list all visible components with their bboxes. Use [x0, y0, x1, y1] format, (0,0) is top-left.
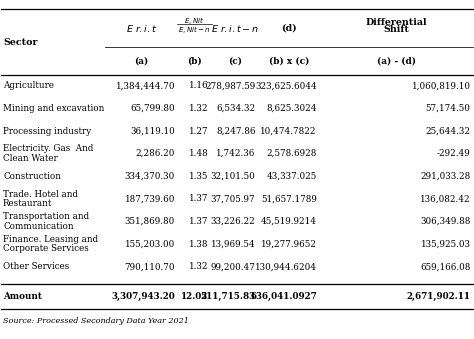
Text: Differential: Differential: [366, 18, 428, 27]
Text: Amount: Amount: [3, 292, 42, 301]
Text: 12.02: 12.02: [181, 292, 208, 301]
Text: $E\ r.i.t$: $E\ r.i.t$: [126, 23, 157, 34]
Text: 511,715.83: 511,715.83: [201, 292, 255, 301]
Text: 45,519.9214: 45,519.9214: [261, 217, 317, 226]
Text: 187,739.60: 187,739.60: [125, 194, 175, 203]
Text: 1.37: 1.37: [189, 217, 208, 226]
Text: 1.16: 1.16: [189, 81, 208, 90]
Text: 1.32: 1.32: [189, 262, 208, 271]
Text: (a): (a): [134, 57, 148, 66]
Text: 1.27: 1.27: [189, 126, 208, 136]
Text: 25,644.32: 25,644.32: [426, 126, 471, 136]
Text: 10,474.7822: 10,474.7822: [260, 126, 317, 136]
Text: 659,166.08: 659,166.08: [420, 262, 471, 271]
Text: Construction: Construction: [3, 172, 61, 181]
Text: 19,277.9652: 19,277.9652: [261, 240, 317, 248]
Text: Finance. Leasing and: Finance. Leasing and: [3, 235, 98, 244]
Text: 1.35: 1.35: [189, 172, 208, 181]
Text: 2,286.20: 2,286.20: [136, 149, 175, 158]
Text: 33,226.22: 33,226.22: [210, 217, 255, 226]
Text: Source: Processed Secondary Data Year 2021: Source: Processed Secondary Data Year 20…: [3, 317, 189, 325]
Text: 43,337.025: 43,337.025: [266, 172, 317, 181]
Text: 155,203.00: 155,203.00: [125, 240, 175, 248]
Text: (c): (c): [228, 57, 242, 66]
Text: 790,110.70: 790,110.70: [125, 262, 175, 271]
Text: 8,625.3024: 8,625.3024: [266, 104, 317, 113]
Text: 6,534.32: 6,534.32: [216, 104, 255, 113]
Text: Mining and excavation: Mining and excavation: [3, 104, 104, 113]
Text: 1.37: 1.37: [189, 194, 208, 203]
Text: Agriculture: Agriculture: [3, 81, 54, 90]
Text: 3,307,943.20: 3,307,943.20: [111, 292, 175, 301]
Text: Corporate Services: Corporate Services: [3, 244, 89, 253]
Text: Sector: Sector: [3, 38, 37, 46]
Text: 291,033.28: 291,033.28: [420, 172, 471, 181]
Text: Clean Water: Clean Water: [3, 154, 58, 163]
Text: 636,041.0927: 636,041.0927: [250, 292, 317, 301]
Text: (d): (d): [281, 24, 297, 33]
Text: 2,578.6928: 2,578.6928: [266, 149, 317, 158]
Text: 323,625.6044: 323,625.6044: [255, 81, 317, 90]
Text: 51,657.1789: 51,657.1789: [261, 194, 317, 203]
Text: 1.38: 1.38: [189, 240, 208, 248]
Text: 1,742.36: 1,742.36: [216, 149, 255, 158]
Text: Other Services: Other Services: [3, 262, 69, 271]
Text: 32,101.50: 32,101.50: [210, 172, 255, 181]
Text: 2,671,902.11: 2,671,902.11: [407, 292, 471, 301]
Text: Restaurant: Restaurant: [3, 199, 53, 208]
Text: Shift: Shift: [383, 25, 410, 34]
Text: 1.32: 1.32: [189, 104, 208, 113]
Text: 334,370.30: 334,370.30: [125, 172, 175, 181]
Text: 351,869.80: 351,869.80: [125, 217, 175, 226]
Text: Transportation and: Transportation and: [3, 212, 89, 221]
Text: Trade. Hotel and: Trade. Hotel and: [3, 190, 78, 199]
Text: $E,Nit$: $E,Nit$: [184, 15, 205, 26]
Text: (a) - (d): (a) - (d): [377, 57, 416, 66]
Text: 36,119.10: 36,119.10: [130, 126, 175, 136]
Text: 1,384,444.70: 1,384,444.70: [116, 81, 175, 90]
Text: 99,200.47: 99,200.47: [210, 262, 255, 271]
Text: Communication: Communication: [3, 222, 73, 231]
Text: 136,082.42: 136,082.42: [420, 194, 471, 203]
Text: $E\ r.i.t-n$: $E\ r.i.t-n$: [210, 23, 259, 34]
Text: 65,799.80: 65,799.80: [130, 104, 175, 113]
Text: Processing industry: Processing industry: [3, 126, 91, 136]
Text: 130,944.6204: 130,944.6204: [255, 262, 317, 271]
Text: (b) x (c): (b) x (c): [269, 57, 309, 66]
Text: Electricity. Gas  And: Electricity. Gas And: [3, 144, 93, 154]
Text: 57,174.50: 57,174.50: [426, 104, 471, 113]
Text: 37,705.97: 37,705.97: [211, 194, 255, 203]
Text: 278,987.59: 278,987.59: [205, 81, 255, 90]
Text: 1.48: 1.48: [189, 149, 208, 158]
Text: (b): (b): [187, 57, 202, 66]
Text: 8,247.86: 8,247.86: [216, 126, 255, 136]
Text: 13,969.54: 13,969.54: [211, 240, 255, 248]
Text: -292.49: -292.49: [437, 149, 471, 158]
Text: 1,060,819.10: 1,060,819.10: [411, 81, 471, 90]
Text: 135,925.03: 135,925.03: [420, 240, 471, 248]
Text: 306,349.88: 306,349.88: [420, 217, 471, 226]
Text: $E,Nit - n$: $E,Nit - n$: [178, 24, 211, 35]
